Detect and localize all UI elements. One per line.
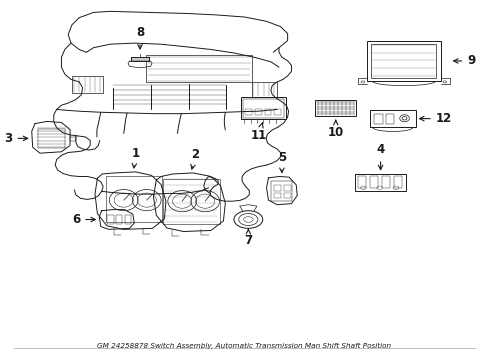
Bar xyxy=(381,176,389,189)
Text: 11: 11 xyxy=(250,123,266,142)
Bar xyxy=(357,176,366,189)
Bar xyxy=(369,176,377,189)
Bar xyxy=(243,99,283,118)
Bar xyxy=(163,179,219,224)
Bar xyxy=(131,57,148,61)
Text: 2: 2 xyxy=(190,148,199,169)
Bar xyxy=(39,129,64,148)
Bar xyxy=(385,114,394,123)
Bar xyxy=(371,44,435,78)
Bar xyxy=(124,215,131,224)
Text: 8: 8 xyxy=(136,26,144,49)
Bar xyxy=(366,41,440,81)
Bar xyxy=(72,76,103,93)
Text: 12: 12 xyxy=(419,112,451,125)
Bar xyxy=(251,82,276,97)
Bar xyxy=(369,110,415,127)
Bar xyxy=(105,176,162,222)
Bar xyxy=(393,176,401,189)
Bar xyxy=(283,185,290,190)
Bar xyxy=(146,55,251,82)
Bar xyxy=(274,109,280,115)
Bar xyxy=(274,193,280,198)
Text: 10: 10 xyxy=(327,120,343,139)
Text: 7: 7 xyxy=(244,229,252,247)
Bar xyxy=(116,215,122,224)
Bar xyxy=(264,109,271,115)
Text: 6: 6 xyxy=(72,213,95,226)
Bar xyxy=(255,109,261,115)
Bar xyxy=(373,114,382,123)
Text: 4: 4 xyxy=(376,143,384,170)
Bar xyxy=(274,185,280,190)
Bar xyxy=(245,109,252,115)
Bar xyxy=(315,100,355,117)
Text: GM 24258878 Switch Assembly, Automatic Transmission Man Shift Shaft Position: GM 24258878 Switch Assembly, Automatic T… xyxy=(97,342,391,348)
Bar xyxy=(283,193,290,198)
Bar xyxy=(240,98,285,119)
Bar xyxy=(107,215,113,224)
Text: 1: 1 xyxy=(131,147,140,168)
Text: 9: 9 xyxy=(453,54,475,67)
Text: 5: 5 xyxy=(277,151,285,172)
Text: 3: 3 xyxy=(4,132,28,145)
Bar xyxy=(271,181,292,201)
